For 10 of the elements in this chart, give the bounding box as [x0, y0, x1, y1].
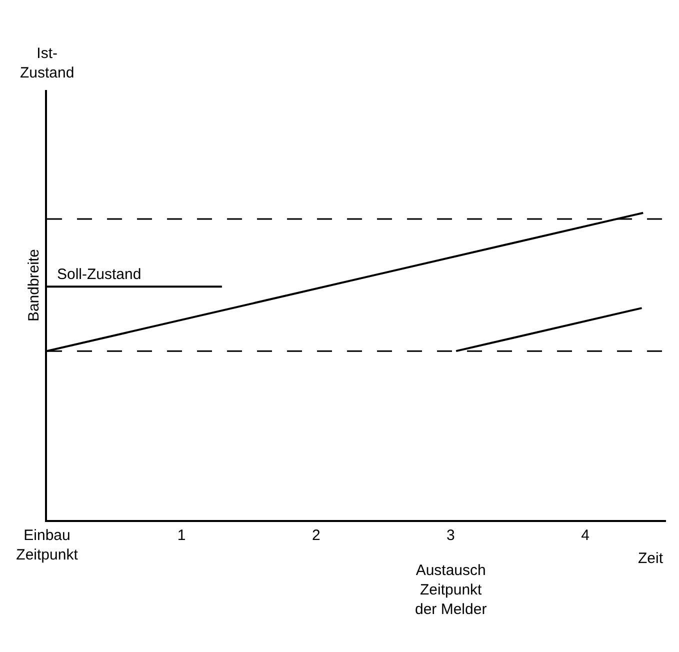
x-tick-label: 4 [581, 527, 590, 544]
text: Austausch Zeitpunkt der Melder [415, 562, 487, 618]
x-tick-label: 3 [446, 527, 455, 544]
x-tick-label: Einbau Zeitpunkt [16, 527, 79, 564]
x-tick-label: 1 [177, 527, 186, 544]
text: Bandbreite [25, 248, 42, 322]
x-tick-label: 2 [312, 527, 320, 544]
series-label: Soll-Zustand [57, 266, 142, 283]
text: Ist- Zustand [20, 45, 74, 82]
x-axis-title: Zeit [638, 550, 664, 567]
